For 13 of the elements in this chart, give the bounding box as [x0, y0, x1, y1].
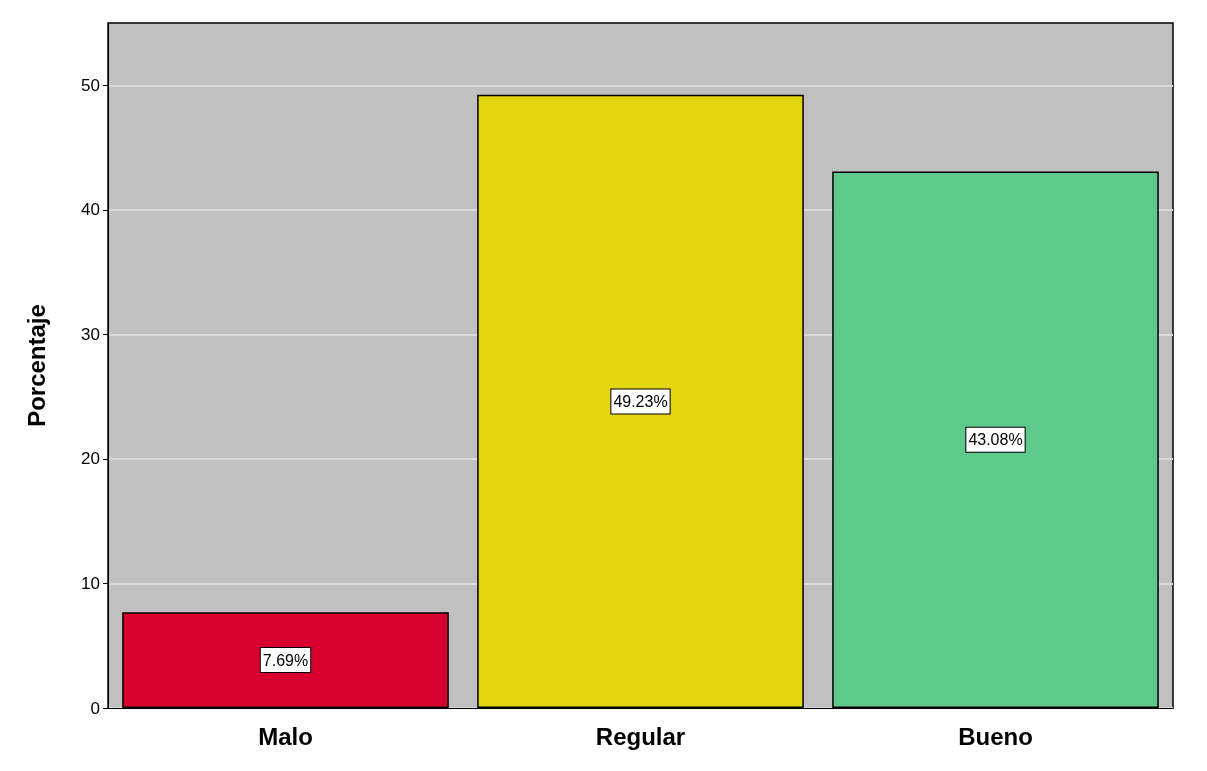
y-tick-label: 30: [81, 324, 100, 344]
x-tick-label: Malo: [258, 722, 313, 750]
y-tick-label: 10: [81, 573, 100, 593]
data-label: 7.69%: [262, 651, 309, 669]
data-label: 43.08%: [968, 431, 1023, 449]
x-tick-label: Regular: [595, 722, 686, 750]
y-tick-label: 20: [81, 449, 100, 469]
y-tick-label: 40: [81, 200, 100, 220]
y-tick-label: 0: [90, 698, 100, 718]
y-tick-label: 50: [81, 75, 100, 95]
y-axis-title: Porcentaje: [22, 304, 50, 427]
data-label: 49.23%: [613, 392, 668, 410]
x-tick-label: Bueno: [958, 722, 1033, 750]
